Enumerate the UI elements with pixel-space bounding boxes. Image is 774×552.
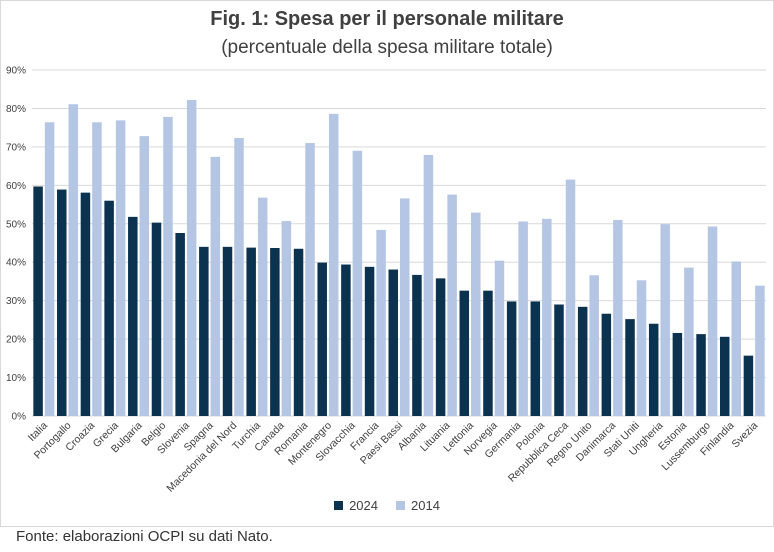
bar-2024	[601, 313, 612, 416]
y-tick-label: 70%	[6, 142, 26, 153]
bar-2024	[128, 216, 138, 416]
legend-label-2024: 2024	[349, 498, 378, 513]
bars	[33, 99, 765, 417]
bar-chart: 0% 10% 20% 30% 40% 50% 60% 70% 80% 90% ItaliaPort…	[6, 66, 766, 495]
bar-2024	[293, 248, 304, 416]
bar-2014	[68, 104, 79, 417]
y-tick-label: 0%	[12, 412, 27, 423]
bar-2014	[518, 221, 528, 416]
bar-2014	[139, 136, 150, 416]
legend: 2024 2014	[0, 498, 774, 513]
bar-2024	[104, 200, 114, 416]
bar-2014	[731, 261, 741, 416]
y-tick-label: 60%	[6, 181, 26, 192]
bar-2014	[613, 219, 623, 416]
bar-2014	[400, 198, 410, 416]
legend-item-2014: 2014	[396, 498, 440, 513]
source-note: Fonte: elaborazioni OCPI su dati Nato.	[16, 528, 273, 545]
y-tick-label: 30%	[6, 296, 26, 307]
bar-2024	[57, 189, 67, 416]
bar-2014	[471, 212, 481, 416]
y-tick-label: 10%	[6, 373, 26, 384]
legend-item-2024: 2024	[334, 498, 378, 513]
bar-2014	[186, 99, 197, 416]
x-axis-ticks: ItaliaPortogalloCroaziaGreciaBulgariaBel…	[26, 420, 761, 495]
bar-2014	[44, 122, 55, 416]
bar-2014	[636, 280, 647, 416]
bar-2024	[577, 306, 588, 416]
bar-2024	[80, 192, 91, 416]
bar-2014	[210, 156, 221, 416]
bar-2024	[530, 301, 541, 416]
bar-2024	[672, 332, 683, 416]
bar-2024	[696, 334, 706, 416]
legend-swatch-2014	[396, 501, 405, 510]
bar-2014	[376, 229, 386, 416]
bar-2024	[222, 246, 233, 416]
y-tick-label: 90%	[6, 66, 26, 77]
bar-2024	[554, 304, 564, 416]
y-tick-label: 20%	[6, 335, 26, 346]
bar-2024	[435, 278, 446, 416]
bar-2024	[33, 186, 43, 416]
bar-2024	[341, 264, 351, 416]
bar-2014	[92, 122, 102, 416]
bar-2014	[494, 260, 505, 416]
bar-2014	[281, 221, 292, 416]
bar-2024	[151, 222, 162, 416]
bar-2014	[565, 179, 576, 416]
bar-2014	[257, 197, 268, 416]
y-tick-label: 50%	[6, 219, 26, 230]
chart-title: Fig. 1: Spesa per il personale militare	[210, 8, 564, 30]
y-axis-ticks: 0% 10% 20% 30% 40% 50% 60% 70% 80% 90%	[6, 66, 26, 423]
bar-2014	[542, 218, 552, 416]
bar-2014	[707, 226, 718, 416]
bar-2024	[743, 355, 754, 416]
bar-2024	[459, 290, 470, 416]
y-tick-label: 80%	[6, 104, 26, 115]
bar-2014	[328, 113, 339, 417]
chart-subtitle: (percentuale della spesa militare totale…	[221, 37, 553, 58]
bar-2024	[506, 301, 517, 416]
legend-swatch-2024	[334, 501, 344, 510]
bar-2024	[364, 266, 375, 416]
bar-2024	[625, 319, 635, 416]
bar-2024	[648, 323, 659, 416]
legend-label-2014: 2014	[411, 498, 440, 513]
bar-2024	[412, 274, 422, 416]
bar-2014	[305, 143, 315, 417]
bar-2024	[483, 290, 493, 416]
bar-2014	[163, 116, 173, 416]
bar-2014	[352, 150, 363, 416]
bar-2014	[234, 138, 244, 416]
bar-2014	[755, 285, 765, 416]
bar-2024	[175, 233, 185, 416]
bar-2014	[423, 154, 434, 416]
y-tick-label: 40%	[6, 258, 26, 269]
bar-2014	[447, 194, 457, 416]
bar-2014	[684, 267, 694, 416]
x-tick-label: Svezia	[730, 420, 761, 451]
bar-2024	[246, 247, 256, 416]
bar-2014	[115, 120, 126, 417]
bar-2024	[388, 269, 398, 416]
bar-2024	[199, 246, 209, 416]
bar-2014	[660, 224, 670, 416]
bar-2024	[317, 262, 327, 416]
bar-2024	[270, 247, 280, 416]
bar-2014	[589, 275, 599, 416]
bar-2024	[719, 336, 730, 416]
